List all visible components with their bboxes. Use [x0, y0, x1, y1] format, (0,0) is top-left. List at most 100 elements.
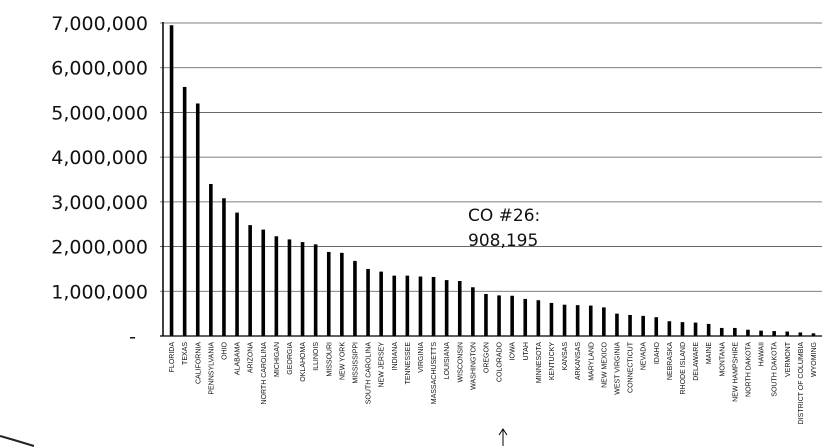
bar: [326, 251, 331, 336]
bar: [602, 307, 606, 336]
bar: [785, 331, 790, 336]
bar: [431, 276, 436, 336]
x-tick-label: VERMONT: [785, 341, 792, 377]
x-tick-label: ARIZONA: [248, 342, 255, 373]
x-axis-tick-labels: FLORIDA TEXAS CALIFORNIA PENNSYLVANIA OHIO AL…: [169, 341, 818, 424]
x-tick-label: ILLINOIS: [313, 342, 320, 371]
annotation-line2: 908,195: [468, 231, 538, 251]
y-tick-label: 7,000,000: [51, 13, 148, 35]
x-tick-label: GEORGIA: [287, 342, 294, 375]
x-tick-label: MASSACHUSETTS: [431, 342, 438, 405]
y-axis-tick-labels: 7,000,000 6,000,000 5,000,000 4,000,000 3,00…: [51, 13, 148, 348]
x-tick-label: NEBRASKA: [667, 342, 674, 380]
bar: [340, 252, 344, 336]
bar: [392, 275, 397, 336]
x-tick-label: FLORIDA: [169, 342, 176, 373]
x-tick-label: LOUISIANA: [444, 342, 451, 380]
x-tick-label: ALABAMA: [235, 342, 242, 375]
x-tick-label: DISTRICT OF COLUMBIA: [798, 342, 805, 425]
x-tick-label: MISSOURI: [326, 342, 333, 377]
bar: [248, 225, 252, 336]
bar: [759, 330, 763, 336]
bar: [575, 305, 580, 336]
bar: [261, 229, 266, 336]
bar: [366, 268, 370, 336]
co-annotation: CO #26: 908,195: [468, 206, 540, 251]
x-tick-label: NEVADA: [641, 342, 648, 371]
bar: [471, 287, 475, 336]
x-tick-label: NORTH CAROLINA: [261, 342, 268, 405]
x-tick-label: IOWA: [510, 342, 517, 361]
bar: [733, 327, 737, 336]
bar: [549, 302, 554, 336]
x-tick-label: TEXAS: [182, 342, 189, 365]
x-tick-label: RHODE ISLAND: [680, 342, 687, 395]
x-tick-label: MINNESOTA: [536, 342, 543, 383]
x-tick-label: DELAWARE: [693, 342, 700, 381]
x-tick-label: MICHIGAN: [274, 342, 281, 377]
x-tick-label: COLORADO: [497, 341, 504, 382]
x-tick-label: UTAH: [523, 342, 530, 361]
x-tick-label: PENNSYLVANIA: [208, 342, 215, 395]
bar: [680, 322, 685, 336]
x-tick-label: OHIO: [221, 341, 228, 359]
bar: [628, 314, 632, 336]
x-tick-label: ARKANSAS: [575, 342, 582, 380]
bar: [182, 86, 187, 336]
bar: [811, 333, 816, 336]
bar: [798, 332, 803, 336]
bar: [444, 280, 449, 336]
y-tick-label: 4,000,000: [51, 147, 148, 169]
x-tick-label: NEW JERSEY: [379, 342, 386, 388]
bar: [418, 276, 423, 336]
x-tick-label: VIRGINIA: [418, 342, 425, 373]
bar: [562, 304, 567, 336]
bar: [510, 295, 514, 336]
x-tick-label: WASHINGTON: [470, 342, 477, 390]
bar: [667, 321, 672, 336]
bar: [457, 281, 462, 336]
bar: [405, 275, 410, 336]
x-tick-label: NORTH DAKOTA: [745, 342, 752, 397]
bar: [746, 329, 750, 336]
x-tick-label: NEW MEXICO: [601, 341, 608, 387]
bar: [641, 315, 645, 336]
bar: [588, 305, 593, 336]
bar: [536, 300, 541, 336]
bar: [693, 322, 698, 336]
bar: [706, 323, 711, 336]
x-tick-label: SOUTH CAROLINA: [366, 342, 373, 405]
bar: [654, 317, 659, 336]
scan-edge-mark: [0, 435, 35, 447]
x-tick-label: NEW YORK: [339, 342, 346, 380]
bar: [484, 293, 488, 336]
bars: [169, 25, 816, 336]
bar: [313, 244, 318, 336]
y-tick-label: 2,000,000: [51, 237, 148, 259]
x-tick-label: IDAHO: [654, 341, 661, 364]
y-tick-label: -: [129, 326, 136, 348]
bar: [719, 327, 724, 336]
x-tick-label: INDIANA: [392, 342, 399, 371]
annotation-line1: CO #26:: [468, 206, 540, 226]
x-tick-label: CALIFORNIA: [195, 342, 202, 384]
x-tick-label: TENNESSEE: [405, 342, 412, 385]
x-tick-label: OREGON: [483, 342, 490, 373]
y-tick-label: 5,000,000: [51, 102, 148, 124]
bar: [287, 239, 292, 336]
x-tick-label: SOUTH DAKOTA: [772, 342, 779, 397]
bar: [300, 242, 305, 336]
x-tick-label: MONTANA: [719, 342, 726, 377]
bar: [195, 103, 200, 336]
x-tick-label: WISCONSIN: [457, 342, 464, 382]
y-tick-label: 6,000,000: [51, 58, 148, 80]
gridlines: [160, 22, 822, 292]
x-tick-label: KANSAS: [562, 342, 569, 371]
bar: [222, 198, 226, 336]
bar: [497, 295, 501, 336]
x-tick-label: WYOMING: [811, 342, 818, 377]
x-tick-label: OKLAHOMA: [300, 342, 307, 382]
bar: [274, 236, 279, 336]
x-tick-label: MARYLAND: [588, 342, 595, 381]
